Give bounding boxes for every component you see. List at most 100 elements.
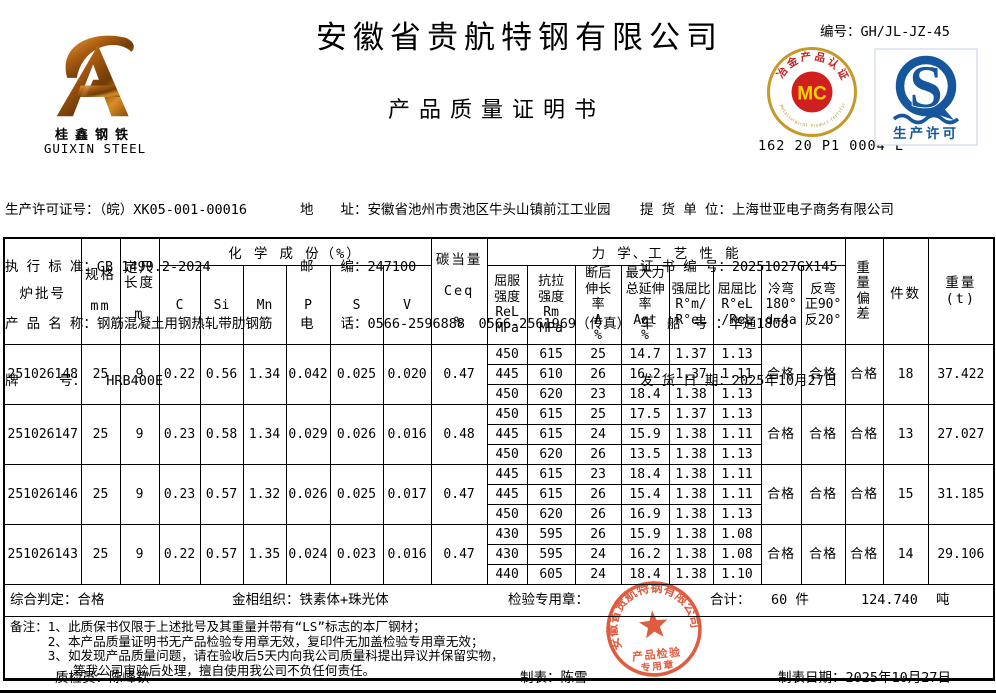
col-header-p: P [285, 265, 331, 345]
cell: 25 [80, 464, 121, 525]
cell: 16.2 [620, 364, 670, 385]
cell: 24 [574, 564, 622, 585]
cell: 251026147 [3, 404, 82, 465]
cell: 1.13 [712, 504, 762, 525]
table-row: 251026148 25 9 0.22 0.56 1.34 0.042 0.025 0.020 0… [3, 344, 995, 405]
col-header-total-elongation: 最大力 总延伸 率 Agt % [620, 265, 670, 345]
cell: 1.13 [712, 384, 762, 405]
cell: 610 [526, 364, 576, 385]
page-title: 安徽省贵航特钢有限公司 [316, 20, 723, 55]
guixin-logo [56, 35, 134, 117]
cell: 合格 [844, 464, 884, 525]
cell: 1.13 [712, 344, 762, 365]
remark-line: 1、此质保书仅限于上述批号及其重量并带有“LS”标志的本厂钢材； [47, 619, 426, 634]
cell: 合格 [760, 344, 802, 405]
cell: 合格 [800, 464, 846, 525]
cell: 1.32 [242, 464, 287, 525]
cell: 1.08 [712, 544, 762, 565]
cell: 445 [486, 464, 528, 485]
cell: 251026143 [3, 524, 82, 585]
cell: 450 [486, 444, 528, 465]
cell: 9 [119, 404, 160, 465]
cell: 25 [574, 404, 622, 425]
cell: 0.56 [199, 344, 244, 405]
cell: 26 [574, 364, 622, 385]
cell: 0.017 [382, 464, 432, 525]
cell: 15.9 [620, 424, 670, 445]
remarks-row: 备注： 1、此质保书仅限于上述批号及其重量并带有“LS”标志的本厂钢材； 2、本… [3, 615, 995, 682]
table-row: 450 620 23 18.4 1.38 1.13 [4, 384, 994, 405]
bottom-border [0, 690, 996, 693]
cell: 0.016 [382, 404, 432, 465]
overall-verdict: 综合判定：合格 [10, 592, 105, 608]
cell: 31.185 [927, 464, 995, 525]
cell: 1.11 [712, 364, 762, 385]
cell: 0.22 [158, 524, 201, 585]
inspector-name: 陈峰钦 [109, 670, 150, 686]
col-header-pieces: 件数 [882, 237, 929, 345]
cell: 16.2 [620, 544, 670, 565]
qs-label: 生产许可 [893, 125, 959, 142]
cell: 445 [486, 484, 528, 505]
preparer-field: 制表：陈雪 [520, 666, 588, 686]
group-header-mechanical: 力 学、工 艺 性 能 [486, 237, 846, 266]
mc-letters: MC [797, 84, 827, 105]
cell: 1.38 [668, 524, 714, 545]
cell: 15.4 [620, 484, 670, 505]
cell: 合格 [844, 524, 884, 585]
col-header-v: V [382, 265, 432, 345]
cell: 430 [486, 524, 528, 545]
cell: 1.34 [242, 404, 287, 465]
cell: 24 [574, 544, 622, 565]
cell: 450 [486, 344, 528, 365]
stamp-star-icon [638, 610, 668, 639]
cell: 620 [526, 504, 576, 525]
cell: 合格 [760, 464, 802, 525]
preparer-name: 陈雪 [560, 670, 588, 686]
cell: 1.37 [668, 404, 714, 425]
mc-certification-badge-icon: MC 冶金产品认证 Metallurgical Product Certific… [766, 46, 857, 137]
cell: 0.57 [199, 524, 244, 585]
col-header-c: C [158, 265, 201, 345]
total-label: 合计： [710, 592, 751, 608]
cell: 合格 [800, 524, 846, 585]
report-date-label: 制表日期： [778, 670, 846, 686]
table-row: 251026146 25 9 0.23 0.57 1.32 0.026 0.025 0.017 0… [3, 464, 995, 525]
cell: 440 [486, 564, 528, 585]
col-header-cold-bend: 冷弯 180° d=4a [760, 265, 802, 345]
cell: 14.7 [620, 344, 670, 365]
cell: 25 [80, 344, 121, 405]
cell: 450 [486, 504, 528, 525]
cell: 15 [882, 464, 929, 525]
cell: 13 [882, 404, 929, 465]
remark-line: 等我公司审验后处理，擅自使用我公司不负任何责任。 [47, 662, 376, 678]
col-header-length: 定尺 长度 m [119, 237, 160, 345]
cell: 430 [486, 544, 528, 565]
inspector-label: 质检员： [55, 670, 109, 686]
cell: 0.47 [430, 524, 488, 585]
cell: 26 [574, 444, 622, 465]
cell: 27.027 [927, 404, 995, 465]
doc-number: 编号：GH/JL-JZ-45 [820, 20, 950, 40]
cell: 0.026 [285, 464, 331, 525]
cell: 合格 [800, 404, 846, 465]
cell: 37.422 [927, 344, 995, 405]
info-line: 生产许可证号：（皖）XK05-001-00016 [5, 202, 248, 218]
cell: 1.13 [712, 444, 762, 465]
info-line: 提 货 单 位：上海世亚电子商务有限公司 [640, 202, 894, 218]
cell: 595 [526, 524, 576, 545]
col-header-weight-deviation: 重 量 偏 差 [844, 237, 884, 345]
cell: 1.38 [668, 564, 714, 585]
cell: 615 [526, 424, 576, 445]
cell: 445 [486, 424, 528, 445]
cell: 0.042 [285, 344, 331, 405]
cell: 26 [574, 484, 622, 505]
table-row: 251026143 25 9 0.22 0.57 1.35 0.024 0.023 0.016 0… [3, 524, 995, 585]
cell: 1.38 [668, 544, 714, 565]
cell: 1.08 [712, 524, 762, 545]
cell: 0.22 [158, 344, 201, 405]
cell: 26 [574, 504, 622, 525]
cell: 620 [526, 384, 576, 405]
cell: 0.47 [430, 464, 488, 525]
